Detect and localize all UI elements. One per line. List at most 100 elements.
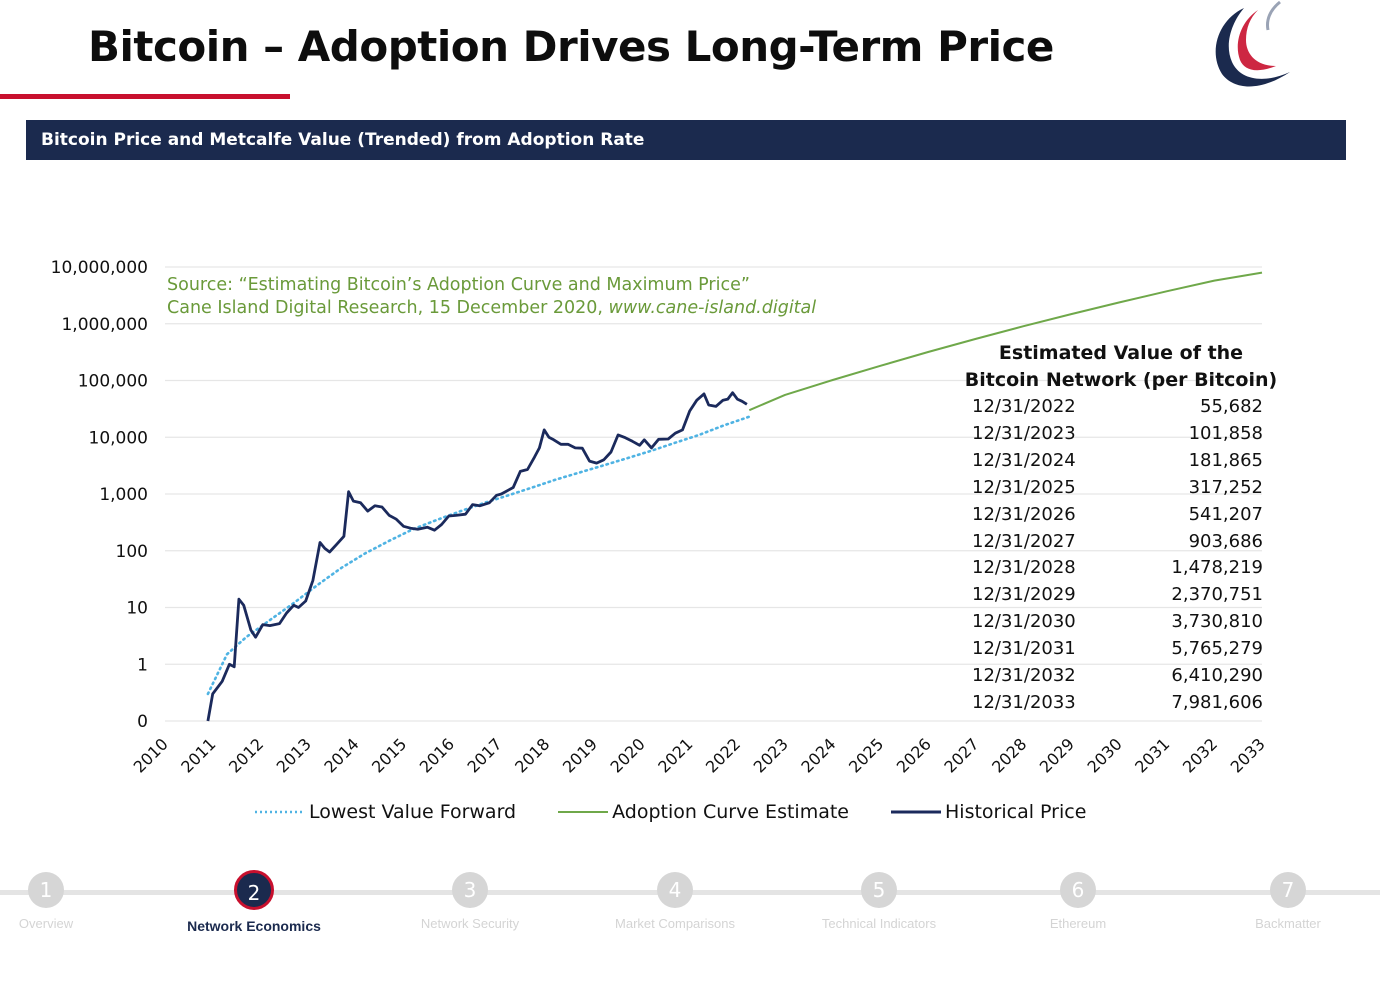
table-date: 12/31/2025	[972, 476, 1076, 498]
x-tick-label: 2018	[511, 734, 553, 776]
step-network-economics[interactable]: 2 Network Economics	[154, 860, 354, 934]
table-row: 12/31/2027 903,686	[962, 529, 1280, 556]
table-row: 12/31/2032 6,410,290	[962, 663, 1280, 690]
x-tick-label: 2012	[225, 734, 267, 776]
x-tick-label: 2022	[702, 734, 744, 776]
step-overview[interactable]: 1 Overview	[0, 860, 146, 931]
table-row: 12/31/2033 7,981,606	[962, 690, 1280, 717]
section-progress-nav: 1 Overview 2 Network Economics 3 Network…	[0, 860, 1380, 970]
x-tick-label: 2028	[988, 734, 1030, 776]
x-tick-label: 2020	[607, 734, 649, 776]
table-row: 12/31/2028 1,478,219	[962, 555, 1280, 582]
step-market-comparisons[interactable]: 4 Market Comparisons	[575, 860, 775, 931]
table-date: 12/31/2027	[972, 530, 1076, 552]
source-url[interactable]: www.cane-island.digital	[608, 298, 817, 318]
table-value: 6,410,290	[1171, 665, 1263, 687]
table-title-line-2: Bitcoin Network (per Bitcoin)	[964, 369, 1278, 391]
step-technical-indicators[interactable]: 5 Technical Indicators	[779, 860, 979, 931]
green-line-swatch-icon	[558, 811, 609, 813]
x-tick-label: 2033	[1227, 734, 1269, 776]
x-tick-label: 2014	[320, 734, 362, 776]
step-label: Overview	[18, 916, 74, 931]
step-backmatter[interactable]: 7 Backmatter	[1188, 860, 1380, 931]
step-number: 3	[452, 872, 488, 908]
step-label: Backmatter	[1255, 916, 1321, 931]
legend-item-lowest-value: Lowest Value Forward	[255, 801, 516, 823]
table-value: 2,370,751	[1171, 584, 1263, 606]
source-note: Source: “Estimating Bitcoin’s Adoption C…	[167, 274, 816, 320]
y-tick-label: 100,000	[78, 372, 148, 392]
source-publisher: Cane Island Digital Research, 15 Decembe…	[167, 298, 609, 318]
source-line-1: Source: “Estimating Bitcoin’s Adoption C…	[167, 275, 750, 295]
series-line-historical-price	[206, 391, 748, 722]
series-lines	[206, 271, 1263, 722]
x-tick-label: 2026	[893, 734, 935, 776]
table-value: 7,981,606	[1171, 691, 1263, 713]
table-date: 12/31/2031	[972, 638, 1076, 660]
table-row: 12/31/2026 541,207	[962, 502, 1280, 529]
x-tick-label: 2031	[1131, 734, 1173, 776]
table-value: 3,730,810	[1171, 611, 1263, 633]
series-line-adoption-curve-estimate	[748, 271, 1263, 412]
table-value: 317,252	[1188, 476, 1263, 498]
table-value: 903,686	[1188, 530, 1263, 552]
x-tick-label: 2015	[368, 734, 410, 776]
title-accent-underline	[0, 94, 290, 99]
y-axis-labels: 0 1 10 100 1,000 10,000 100,000 1,000,000 10,000…	[51, 258, 148, 732]
chart-legend: Lowest Value Forward Adoption Curve Esti…	[255, 800, 1128, 824]
step-number: 2	[234, 870, 274, 910]
y-tick-label: 1,000,000	[61, 315, 148, 335]
table-row: 12/31/2022 55,682	[962, 394, 1280, 421]
legend-item-historical-price: Historical Price	[891, 801, 1086, 823]
x-tick-label: 2027	[940, 734, 982, 776]
table-value: 181,865	[1188, 449, 1263, 471]
x-tick-label: 2025	[845, 734, 887, 776]
table-title-line-1: Estimated Value of the	[998, 342, 1244, 364]
x-tick-label: 2010	[130, 734, 172, 776]
x-axis-labels: 2010 2011 2012 2013 2014 2015 2016 2017 2018 2019…	[130, 734, 1269, 776]
navy-line-swatch-icon	[891, 810, 941, 814]
x-tick-label: 2023	[750, 734, 792, 776]
y-tick-label: 1	[137, 655, 148, 675]
step-number: 1	[28, 872, 64, 908]
x-tick-label: 2021	[654, 734, 696, 776]
legend-item-adoption-curve: Adoption Curve Estimate	[558, 801, 849, 823]
step-number: 4	[657, 872, 693, 908]
table-date: 12/31/2033	[972, 691, 1076, 713]
crescent-swoosh-logo	[1215, 0, 1290, 87]
step-number: 6	[1060, 872, 1096, 908]
step-label: Network Economics	[187, 918, 321, 934]
x-tick-label: 2029	[1036, 734, 1078, 776]
estimated-value-table: Estimated Value of the Bitcoin Network (…	[962, 340, 1280, 717]
x-tick-label: 2024	[797, 734, 839, 776]
table-value: 541,207	[1188, 503, 1263, 525]
y-tick-label: 10,000,000	[51, 258, 148, 278]
table-row: 12/31/2023 101,858	[962, 421, 1280, 448]
table-date: 12/31/2032	[972, 665, 1076, 687]
y-tick-label: 10	[126, 599, 148, 619]
source-line-2: Cane Island Digital Research, 15 Decembe…	[167, 297, 816, 320]
x-tick-label: 2019	[559, 734, 601, 776]
x-tick-label: 2032	[1179, 734, 1221, 776]
y-tick-label: 100	[116, 542, 148, 562]
step-number: 5	[861, 872, 897, 908]
table-row: 12/31/2031 5,765,279	[962, 636, 1280, 663]
table-date: 12/31/2022	[972, 396, 1076, 417]
step-label: Technical Indicators	[821, 916, 937, 931]
table-row: 12/31/2030 3,730,810	[962, 609, 1280, 636]
series-line-lowest-value-forward	[206, 415, 751, 696]
x-tick-label: 2011	[177, 734, 219, 776]
bitcoin-price-chart: 0 1 10 100 1,000 10,000 100,000 1,000,000 10,000…	[51, 258, 1269, 777]
table-value: 101,858	[1188, 422, 1263, 444]
y-tick-label: 0	[137, 712, 148, 732]
legend-label: Historical Price	[945, 801, 1087, 823]
table-date: 12/31/2028	[972, 557, 1076, 579]
x-tick-label: 2030	[1084, 734, 1126, 776]
legend-label: Adoption Curve Estimate	[612, 801, 849, 823]
table-value: 1,478,219	[1171, 557, 1263, 579]
step-network-security[interactable]: 3 Network Security	[370, 860, 570, 931]
table-row: 12/31/2029 2,370,751	[962, 582, 1280, 609]
table-date: 12/31/2026	[972, 503, 1076, 525]
step-ethereum[interactable]: 6 Ethereum	[978, 860, 1178, 931]
table-value: 55,682	[1200, 396, 1263, 417]
